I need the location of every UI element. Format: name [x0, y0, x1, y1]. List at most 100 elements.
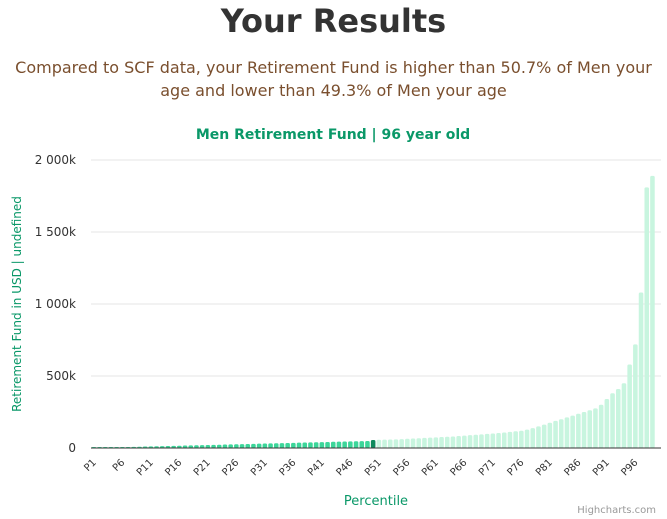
bar[interactable] [370, 439, 376, 448]
bar[interactable] [501, 432, 507, 448]
bar[interactable] [422, 437, 427, 448]
bar[interactable] [576, 413, 581, 448]
bar[interactable] [171, 445, 176, 448]
bar[interactable] [365, 440, 370, 448]
bar[interactable] [638, 292, 644, 448]
bar[interactable] [593, 408, 598, 448]
bar[interactable] [342, 441, 347, 448]
bar[interactable] [359, 441, 365, 448]
bar[interactable] [336, 441, 342, 448]
bar[interactable] [296, 442, 302, 448]
bar[interactable] [188, 445, 194, 448]
chart-title: Men Retirement Fund | 96 year old [196, 127, 470, 143]
bar[interactable] [353, 441, 359, 448]
bar[interactable] [405, 438, 410, 448]
bar[interactable] [194, 445, 199, 448]
bar[interactable] [165, 445, 171, 448]
bar[interactable] [251, 443, 256, 448]
x-tick-label: P96 [619, 457, 640, 478]
bar[interactable] [308, 442, 313, 448]
bar[interactable] [239, 444, 245, 448]
bar[interactable] [234, 444, 239, 448]
bar[interactable] [330, 441, 336, 448]
x-tick-label: P61 [420, 457, 441, 478]
y-tick-label: 0 [68, 441, 76, 455]
bar[interactable] [268, 443, 273, 448]
bar[interactable] [416, 438, 422, 448]
bar[interactable] [439, 437, 444, 448]
bar[interactable] [319, 442, 325, 448]
bar[interactable] [541, 424, 547, 448]
bar[interactable] [536, 426, 541, 448]
x-tick-label: P41 [306, 457, 327, 478]
bar[interactable] [182, 445, 188, 448]
bar[interactable] [456, 436, 461, 448]
bar[interactable] [302, 442, 308, 448]
bar[interactable] [547, 422, 553, 448]
bar[interactable] [467, 435, 473, 448]
bar[interactable] [228, 444, 233, 448]
bar[interactable] [216, 444, 222, 448]
bar[interactable] [627, 364, 632, 448]
bar[interactable] [479, 434, 484, 448]
bar[interactable] [433, 437, 439, 448]
bar[interactable] [484, 433, 490, 448]
bar[interactable] [610, 393, 615, 448]
bar[interactable] [427, 437, 433, 448]
bar[interactable] [291, 442, 296, 448]
bar[interactable] [410, 438, 416, 449]
bar[interactable] [462, 435, 467, 448]
y-tick-label: 500k [46, 369, 76, 383]
bar[interactable] [530, 428, 536, 448]
bar[interactable] [279, 443, 285, 448]
bar[interactable] [473, 434, 479, 448]
x-axis-labels: P1 P6 P11 P16 P21 P26 P31 P36 P41 P46 P51 P56 P61 P66… [82, 457, 640, 478]
bar[interactable] [524, 429, 530, 448]
bar[interactable] [285, 442, 290, 448]
bar[interactable] [262, 443, 268, 448]
bar[interactable] [205, 444, 211, 448]
bar[interactable] [558, 419, 564, 448]
bar[interactable] [444, 436, 450, 448]
bar[interactable] [598, 404, 604, 448]
x-tick-label: P46 [334, 457, 355, 478]
bar[interactable] [490, 433, 496, 448]
bar[interactable] [273, 443, 279, 448]
bar[interactable] [177, 445, 182, 448]
bar[interactable] [313, 442, 319, 448]
bar[interactable] [581, 412, 587, 448]
bar[interactable] [621, 383, 627, 448]
credits-link[interactable]: Highcharts.com [577, 505, 656, 516]
bar[interactable] [496, 433, 501, 448]
gridlines [91, 159, 661, 377]
bar[interactable] [650, 175, 655, 448]
bar[interactable] [376, 439, 382, 448]
bar[interactable] [633, 344, 638, 448]
bar[interactable] [644, 187, 650, 449]
bar[interactable] [604, 399, 610, 448]
bar[interactable] [382, 439, 387, 448]
bar[interactable] [507, 431, 513, 448]
bar[interactable] [325, 441, 330, 448]
bar[interactable] [519, 430, 524, 448]
bar[interactable] [513, 431, 518, 448]
bar[interactable] [199, 445, 205, 448]
bar[interactable] [387, 439, 393, 449]
bar[interactable] [564, 417, 570, 448]
bar[interactable] [553, 420, 558, 448]
bar[interactable] [222, 444, 228, 448]
bar[interactable] [256, 443, 262, 448]
bar[interactable] [399, 439, 404, 448]
x-tick-label: P6 [111, 457, 128, 474]
bar[interactable] [570, 415, 575, 448]
x-tick-label: P31 [249, 457, 270, 478]
bar[interactable] [211, 444, 216, 448]
bar[interactable] [615, 388, 621, 448]
bar[interactable] [348, 441, 353, 448]
x-tick-label: P81 [534, 457, 555, 478]
bar[interactable] [587, 410, 593, 448]
bar[interactable] [245, 443, 251, 448]
bar[interactable] [450, 436, 456, 448]
bar[interactable] [393, 439, 399, 448]
